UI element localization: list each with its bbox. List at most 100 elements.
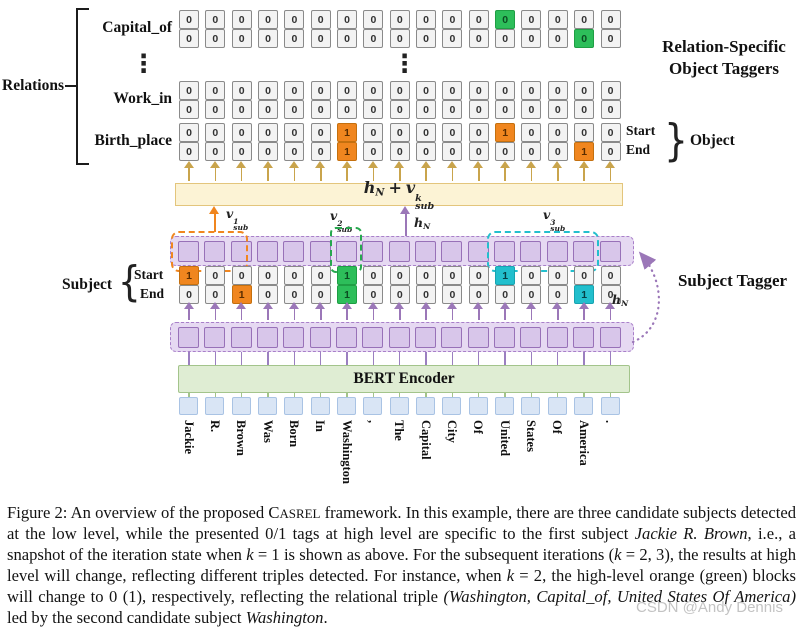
token-label: Brown [234,420,249,456]
tag-cell: 0 [574,123,595,142]
tag-cell: 0 [600,266,621,285]
tag-cell: 0 [258,29,279,48]
token-embedding-box [389,397,409,415]
tag-cell: 0 [468,100,489,119]
hn-mid-label: hN [414,215,431,231]
up-arrow-icon [363,161,383,181]
up-arrow-icon [548,302,568,320]
tag-cell: 0 [416,266,437,285]
encoding-box [204,326,226,348]
token-column: In [310,397,331,493]
bert-output-ticks [179,352,627,365]
encoding-box [441,326,463,348]
connector-line [232,352,252,365]
tag-cell-green: 1 [337,266,358,285]
token-column: City [442,397,462,493]
up-arrow-icon [574,302,594,320]
tag-cell: 0 [363,142,384,161]
tag-cell: 0 [179,100,199,119]
connector-line [284,393,304,397]
tag-cell: 0 [205,123,226,142]
connector-line [205,393,225,397]
token-embedding-box [495,397,515,415]
token-column: United [495,397,515,493]
bert-encoder-bar: BERT Encoder [178,365,630,393]
tag-cell: 0 [205,29,226,48]
vsub2-label: v 2 sub [330,208,353,235]
encoding-box [520,240,542,262]
up-arrow-icon [232,161,252,181]
tag-cell: 0 [231,10,252,29]
encoding-box [283,326,305,348]
connector-line [337,352,357,365]
tag-cell: 0 [363,10,384,29]
token-column: Brown [231,397,252,493]
up-arrow-icon [521,161,541,181]
vsub1-label: v 1 sub [226,206,249,233]
encoding-box [257,240,279,262]
token-label: The [392,420,407,441]
tag-cell: 0 [258,142,279,161]
encoding-box [573,240,595,262]
tag-cell: 0 [442,29,463,48]
relation-row-label-capital-of: Capital_of [102,19,172,36]
tag-cell: 0 [547,100,568,119]
token-embedding-box [442,397,462,415]
tag-cell: 0 [310,266,331,285]
connector-line [442,393,462,397]
encoding-box [283,240,305,262]
connector-line [469,352,489,365]
encoding-box [520,326,542,348]
tag-cell: 0 [363,285,384,304]
tag-cell: 0 [547,285,568,304]
up-arrow-icon [442,302,462,320]
up-arrow-icon [179,302,199,320]
tag-cell: 0 [231,100,252,119]
tag-cell: 0 [521,29,542,48]
tag-cell-orange: 1 [179,266,199,285]
tag-cell: 0 [284,10,305,29]
up-arrow-icon [390,302,410,320]
token-column: Of [468,397,489,493]
up-arrow-icon [469,302,489,320]
tag-cell: 0 [258,81,279,100]
tag-cell: 0 [389,10,410,29]
tag-cell: 0 [337,100,358,119]
token-column: Born [284,397,304,493]
object-tagger-arrows [179,161,627,181]
caption-segment: . [323,607,328,627]
encoding-box [309,240,331,262]
encoding-box [467,240,489,262]
tag-cell: 0 [442,285,463,304]
tag-cell: 0 [179,285,199,304]
connector-line [179,393,199,397]
tag-cell: 0 [231,123,252,142]
tag-cell: 0 [205,100,226,119]
caption-segment: Washington [245,607,324,627]
tag-cell: 0 [442,100,463,119]
encoding-box [546,240,568,262]
caption-segment: Jackie R. Brown [634,523,748,543]
relation-row-label-work-in: Work_in [113,90,172,107]
token-embedding-box [205,397,225,415]
tag-cell: 0 [600,142,621,161]
relations-label: Relations [2,77,64,94]
up-arrow-icon [205,161,225,181]
up-arrow-icon [548,161,568,181]
object-label: Object [690,132,735,149]
tag-cell: 0 [416,100,437,119]
up-arrow-icon [311,302,331,320]
encoding-box [362,326,384,348]
relation-row-label-birth-place: Birth_place [94,132,173,149]
up-arrow-icon [601,161,621,181]
tag-cell: 0 [389,142,410,161]
encoding-box [257,326,279,348]
tag-cell: 0 [574,81,595,100]
encoding-box [546,326,568,348]
caption-segment: = 2, 3), the results at high level will … [7,544,796,585]
hn-feedback-arrow [631,251,661,344]
object-start-label: Start [626,123,656,138]
up-arrow-icon [469,161,489,181]
connector-line [258,393,278,397]
